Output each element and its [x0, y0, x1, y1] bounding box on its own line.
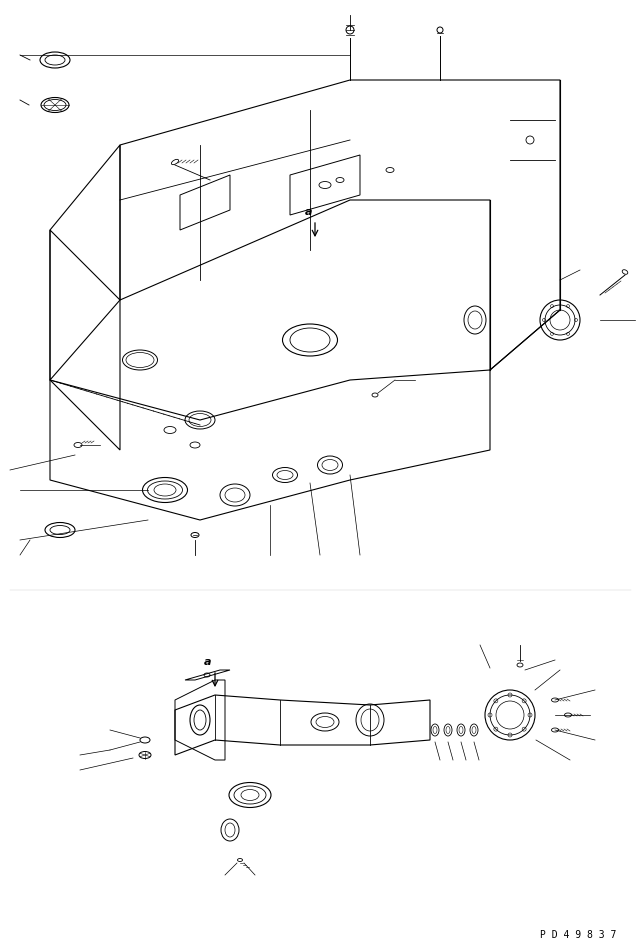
Text: P D 4 9 8 3 7: P D 4 9 8 3 7 [540, 930, 617, 940]
Text: a: a [204, 657, 212, 667]
Text: a: a [305, 207, 313, 217]
